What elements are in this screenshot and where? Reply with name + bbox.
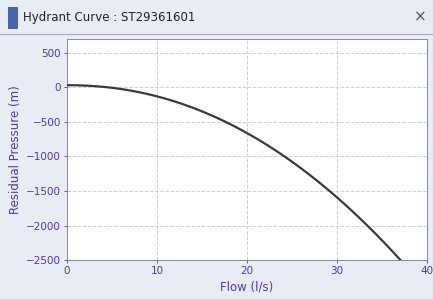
Y-axis label: Residual Pressure (m): Residual Pressure (m)	[9, 85, 22, 214]
Text: ×: ×	[414, 10, 427, 25]
X-axis label: Flow (l/s): Flow (l/s)	[220, 280, 273, 294]
Bar	[8, 7, 17, 28]
Text: Hydrant Curve : ST29361601: Hydrant Curve : ST29361601	[23, 11, 195, 24]
